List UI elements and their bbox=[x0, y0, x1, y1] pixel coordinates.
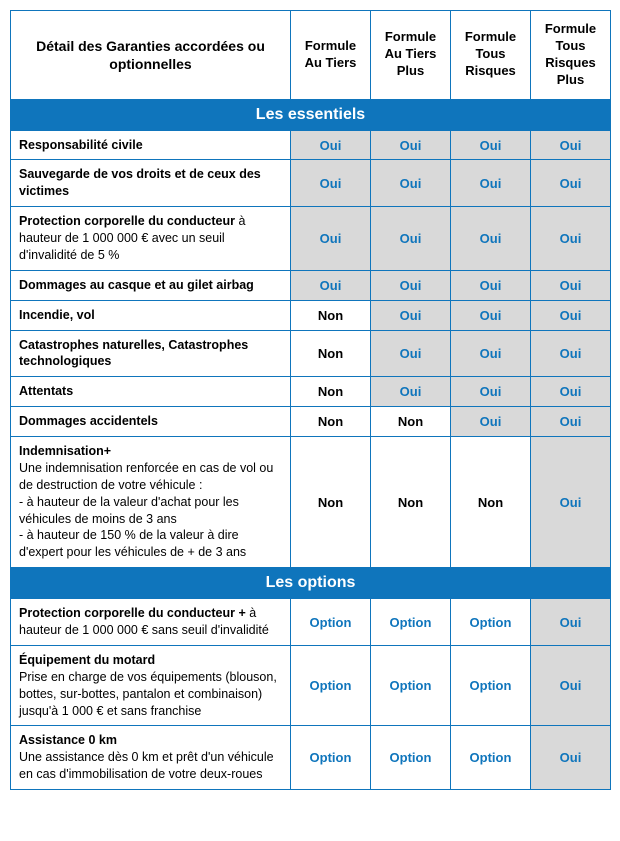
table-row: Catastrophes naturelles, Catastrophes te… bbox=[11, 330, 611, 377]
row-label-bold: Responsabilité civile bbox=[19, 138, 143, 152]
row-label-rest: Une assistance dès 0 km et prêt d'un véh… bbox=[19, 750, 274, 781]
cell-value: Oui bbox=[291, 270, 371, 300]
cell-value: Oui bbox=[451, 407, 531, 437]
section-header: Les options bbox=[11, 568, 611, 599]
cell-value: Oui bbox=[531, 645, 611, 726]
row-label-bold: Incendie, vol bbox=[19, 308, 95, 322]
table-row: Responsabilité civileOuiOuiOuiOui bbox=[11, 130, 611, 160]
cell-value: Oui bbox=[451, 270, 531, 300]
cell-value: Oui bbox=[451, 207, 531, 271]
header-col-0: Formule Au Tiers bbox=[291, 11, 371, 100]
header-col-3: Formule Tous Risques Plus bbox=[531, 11, 611, 100]
cell-value: Oui bbox=[531, 130, 611, 160]
cell-value: Oui bbox=[451, 130, 531, 160]
cell-value: Oui bbox=[531, 160, 611, 207]
cell-value: Non bbox=[291, 300, 371, 330]
cell-value: Oui bbox=[531, 270, 611, 300]
cell-value: Oui bbox=[531, 377, 611, 407]
table-row: Indemnisation+ Une indemnisation renforcé… bbox=[11, 437, 611, 568]
cell-value: Non bbox=[371, 407, 451, 437]
guarantees-table: Détail des Garanties accordées ou option… bbox=[10, 10, 611, 790]
header-col-2: Formule Tous Risques bbox=[451, 11, 531, 100]
cell-value: Oui bbox=[371, 207, 451, 271]
table-row: Dommages au casque et au gilet airbag Oui… bbox=[11, 270, 611, 300]
table-header: Détail des Garanties accordées ou option… bbox=[11, 11, 611, 100]
section-header: Les essentiels bbox=[11, 99, 611, 130]
row-label-bold: Dommages accidentels bbox=[19, 414, 158, 428]
row-label: Indemnisation+ Une indemnisation renforcé… bbox=[11, 437, 291, 568]
row-label-bold: Indemnisation+ bbox=[19, 444, 111, 458]
cell-value: Oui bbox=[291, 207, 371, 271]
row-label-bold: Assistance 0 km bbox=[19, 733, 117, 747]
cell-value: Oui bbox=[531, 726, 611, 790]
cell-value: Oui bbox=[531, 207, 611, 271]
cell-value: Oui bbox=[451, 160, 531, 207]
row-label-bold: Attentats bbox=[19, 384, 73, 398]
row-label: Protection corporelle du conducteur à ha… bbox=[11, 207, 291, 271]
cell-value: Option bbox=[451, 726, 531, 790]
cell-value: Option bbox=[371, 726, 451, 790]
cell-value: Non bbox=[371, 437, 451, 568]
table-row: Assistance 0 km Une assistance dès 0 km e… bbox=[11, 726, 611, 790]
cell-value: Option bbox=[451, 599, 531, 646]
cell-value: Option bbox=[371, 645, 451, 726]
row-label-rest: Une indemnisation renforcée en cas de vo… bbox=[19, 461, 273, 559]
row-label: Équipement du motard Prise en charge de v… bbox=[11, 645, 291, 726]
table-row: Sauvegarde de vos droits et de ceux des … bbox=[11, 160, 611, 207]
cell-value: Oui bbox=[451, 377, 531, 407]
cell-value: Oui bbox=[531, 330, 611, 377]
table-row: Protection corporelle du conducteur + à … bbox=[11, 599, 611, 646]
row-label: Responsabilité civile bbox=[11, 130, 291, 160]
cell-value: Non bbox=[291, 437, 371, 568]
header-col-1: Formule Au Tiers Plus bbox=[371, 11, 451, 100]
cell-value: Non bbox=[291, 330, 371, 377]
header-label: Détail des Garanties accordées ou option… bbox=[11, 11, 291, 100]
cell-value: Non bbox=[451, 437, 531, 568]
cell-value: Non bbox=[291, 407, 371, 437]
table-row: Incendie, volNonOuiOuiOui bbox=[11, 300, 611, 330]
row-label-bold: Protection corporelle du conducteur + bbox=[19, 606, 246, 620]
row-label-bold: Équipement du motard bbox=[19, 653, 155, 667]
cell-value: Option bbox=[291, 645, 371, 726]
row-label: Dommages accidentels bbox=[11, 407, 291, 437]
cell-value: Oui bbox=[451, 300, 531, 330]
row-label-bold: Catastrophes naturelles, Catastrophes te… bbox=[19, 338, 248, 369]
cell-value: Option bbox=[291, 599, 371, 646]
table-row: Dommages accidentelsNonNonOuiOui bbox=[11, 407, 611, 437]
row-label-bold: Sauvegarde de vos droits et de ceux des … bbox=[19, 167, 261, 198]
row-label-rest: Prise en charge de vos équipements (blou… bbox=[19, 670, 277, 718]
cell-value: Option bbox=[291, 726, 371, 790]
row-label: Incendie, vol bbox=[11, 300, 291, 330]
row-label: Attentats bbox=[11, 377, 291, 407]
row-label-bold: Protection corporelle du conducteur bbox=[19, 214, 235, 228]
cell-value: Oui bbox=[371, 130, 451, 160]
row-label-bold: Dommages au casque et au gilet airbag bbox=[19, 278, 254, 292]
cell-value: Oui bbox=[531, 407, 611, 437]
cell-value: Oui bbox=[371, 300, 451, 330]
cell-value: Oui bbox=[291, 160, 371, 207]
row-label: Sauvegarde de vos droits et de ceux des … bbox=[11, 160, 291, 207]
row-label: Catastrophes naturelles, Catastrophes te… bbox=[11, 330, 291, 377]
table-row: Équipement du motard Prise en charge de v… bbox=[11, 645, 611, 726]
cell-value: Oui bbox=[371, 330, 451, 377]
table-row: AttentatsNonOuiOuiOui bbox=[11, 377, 611, 407]
cell-value: Oui bbox=[531, 300, 611, 330]
cell-value: Non bbox=[291, 377, 371, 407]
cell-value: Oui bbox=[371, 270, 451, 300]
row-label: Dommages au casque et au gilet airbag bbox=[11, 270, 291, 300]
cell-value: Oui bbox=[531, 437, 611, 568]
table-row: Protection corporelle du conducteur à ha… bbox=[11, 207, 611, 271]
row-label: Protection corporelle du conducteur + à … bbox=[11, 599, 291, 646]
cell-value: Oui bbox=[291, 130, 371, 160]
cell-value: Oui bbox=[531, 599, 611, 646]
row-label: Assistance 0 km Une assistance dès 0 km e… bbox=[11, 726, 291, 790]
table-body: Les essentielsResponsabilité civileOuiOu… bbox=[11, 99, 611, 790]
cell-value: Oui bbox=[451, 330, 531, 377]
cell-value: Option bbox=[451, 645, 531, 726]
cell-value: Oui bbox=[371, 377, 451, 407]
cell-value: Oui bbox=[371, 160, 451, 207]
cell-value: Option bbox=[371, 599, 451, 646]
